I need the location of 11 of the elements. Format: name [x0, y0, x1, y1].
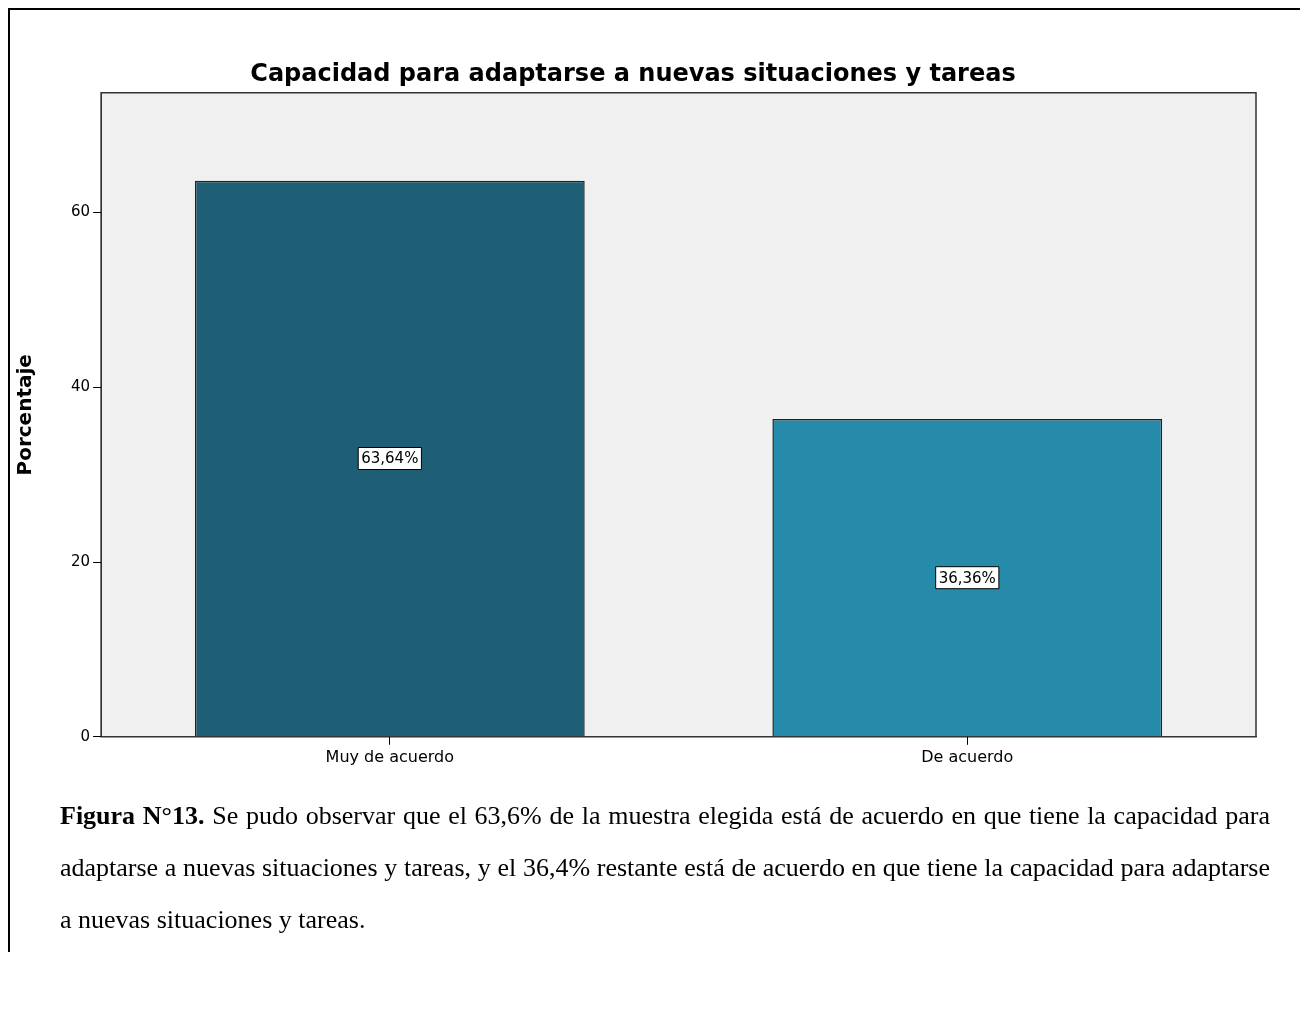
- data-label: 63,64%: [361, 449, 419, 468]
- text: Figura N°13. Se pudo observar que el 63,6% de la muestra elegida está de acuerdo en que tiene la capacidad para adaptarse a nuevas situaciones y tareas, y el 36,4% restante está de acuerdo en que tiene la capacidad para adaptarse a nuevas situaciones y tareas.: [60, 800, 1270, 936]
- y-tick-label: 40: [70, 377, 91, 396]
- y-axis-title: Porcentaje: [12, 354, 37, 476]
- data-label: 36,36%: [938, 568, 996, 587]
- y-tick-label: 60: [70, 202, 91, 221]
- y-tick-label: 20: [70, 551, 91, 570]
- y-tick-label: 0: [80, 726, 91, 745]
- x-tick-label: De acuerdo: [921, 746, 1014, 766]
- x-tick-label: Muy de acuerdo: [325, 746, 455, 766]
- chart-title: Capacidad para adaptarse a nuevas situaciones y tareas: [250, 58, 1016, 87]
